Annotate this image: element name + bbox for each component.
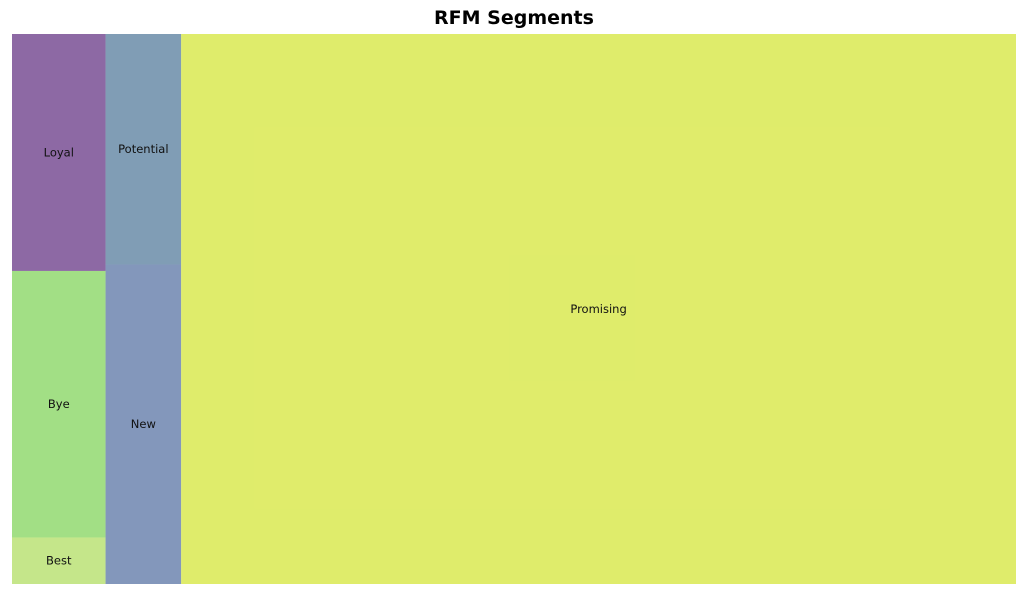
chart-title: RFM Segments [434, 7, 594, 29]
segment-rect-promising [181, 34, 1016, 584]
segment-rect-bye [12, 270, 106, 538]
segment-label-best: Best [46, 554, 72, 568]
segment-loyal: Loyal [12, 34, 106, 271]
segment-label-potential: Potential [118, 142, 168, 156]
segment-label-new: New [131, 417, 156, 431]
segment-rect-loyal [12, 34, 106, 271]
segment-rect-new [105, 264, 182, 584]
segment-label-bye: Bye [48, 397, 70, 411]
segment-potential: Potential [105, 34, 182, 265]
segment-best: Best [12, 537, 106, 584]
segment-rect-best [12, 537, 106, 584]
segment-rect-potential [105, 34, 182, 265]
segment-bye: Bye [12, 270, 106, 538]
segment-new: New [105, 264, 182, 584]
segment-label-promising: Promising [570, 302, 626, 316]
segment-label-loyal: Loyal [44, 145, 74, 159]
segment-promising: Promising [181, 34, 1016, 584]
